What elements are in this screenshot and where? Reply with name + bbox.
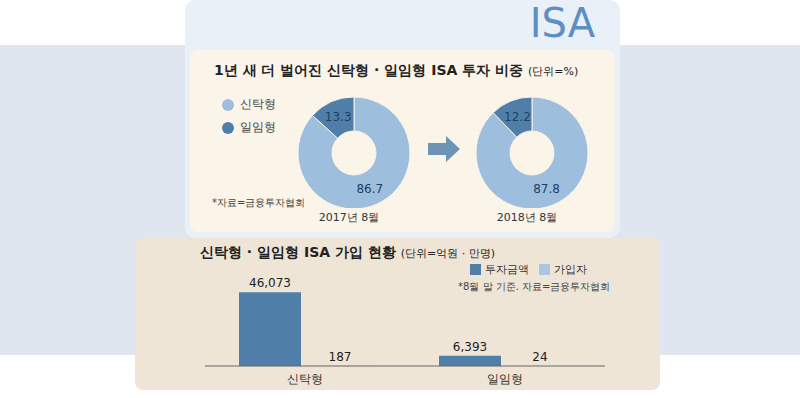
- html-text:1년 새 더 벌어진 신탁형 · 일임형 ISA 투자 비중: 1년 새 더 벌어진 신탁형 · 일임형 ISA 투자 비중 (단위=%): [214, 62, 579, 78]
- html-text:2018년 8월: 2018년 8월: [496, 211, 558, 224]
- svg-text:12.2: 12.2: [504, 110, 531, 124]
- svg-text:46,073: 46,073: [249, 276, 291, 290]
- svg-text:13.3: 13.3: [325, 110, 352, 124]
- html-text:2017년 8월: 2017년 8월: [318, 211, 380, 224]
- html-text:*8월 말 기준. 자료=금융투자협회: *8월 말 기준. 자료=금융투자협회: [458, 281, 611, 292]
- svg-text:신탁형: 신탁형: [287, 372, 323, 386]
- svg-text:6,393: 6,393: [453, 340, 487, 354]
- html-text:투자금액: 투자금액: [485, 263, 529, 276]
- svg-text:187: 187: [329, 350, 352, 364]
- svg-text:24: 24: [532, 350, 547, 364]
- html-text:신탁형: 신탁형: [240, 97, 276, 111]
- svg-text:87.8: 87.8: [533, 182, 560, 196]
- html-text:*자료=금융투자협회: *자료=금융투자협회: [212, 197, 306, 208]
- html-text:ISA: ISA: [529, 0, 595, 46]
- html-text:신탁형 · 일임형 ISA 가입 현황 (단위=억원 · 만: 신탁형 · 일임형 ISA 가입 현황 (단위=억원 · 만명): [200, 244, 495, 260]
- svg-text:86.7: 86.7: [356, 182, 383, 196]
- svg-text:일임형: 일임형: [487, 372, 523, 386]
- html-text:일임형: 일임형: [240, 120, 276, 134]
- html-text:가입자: 가입자: [554, 263, 587, 276]
